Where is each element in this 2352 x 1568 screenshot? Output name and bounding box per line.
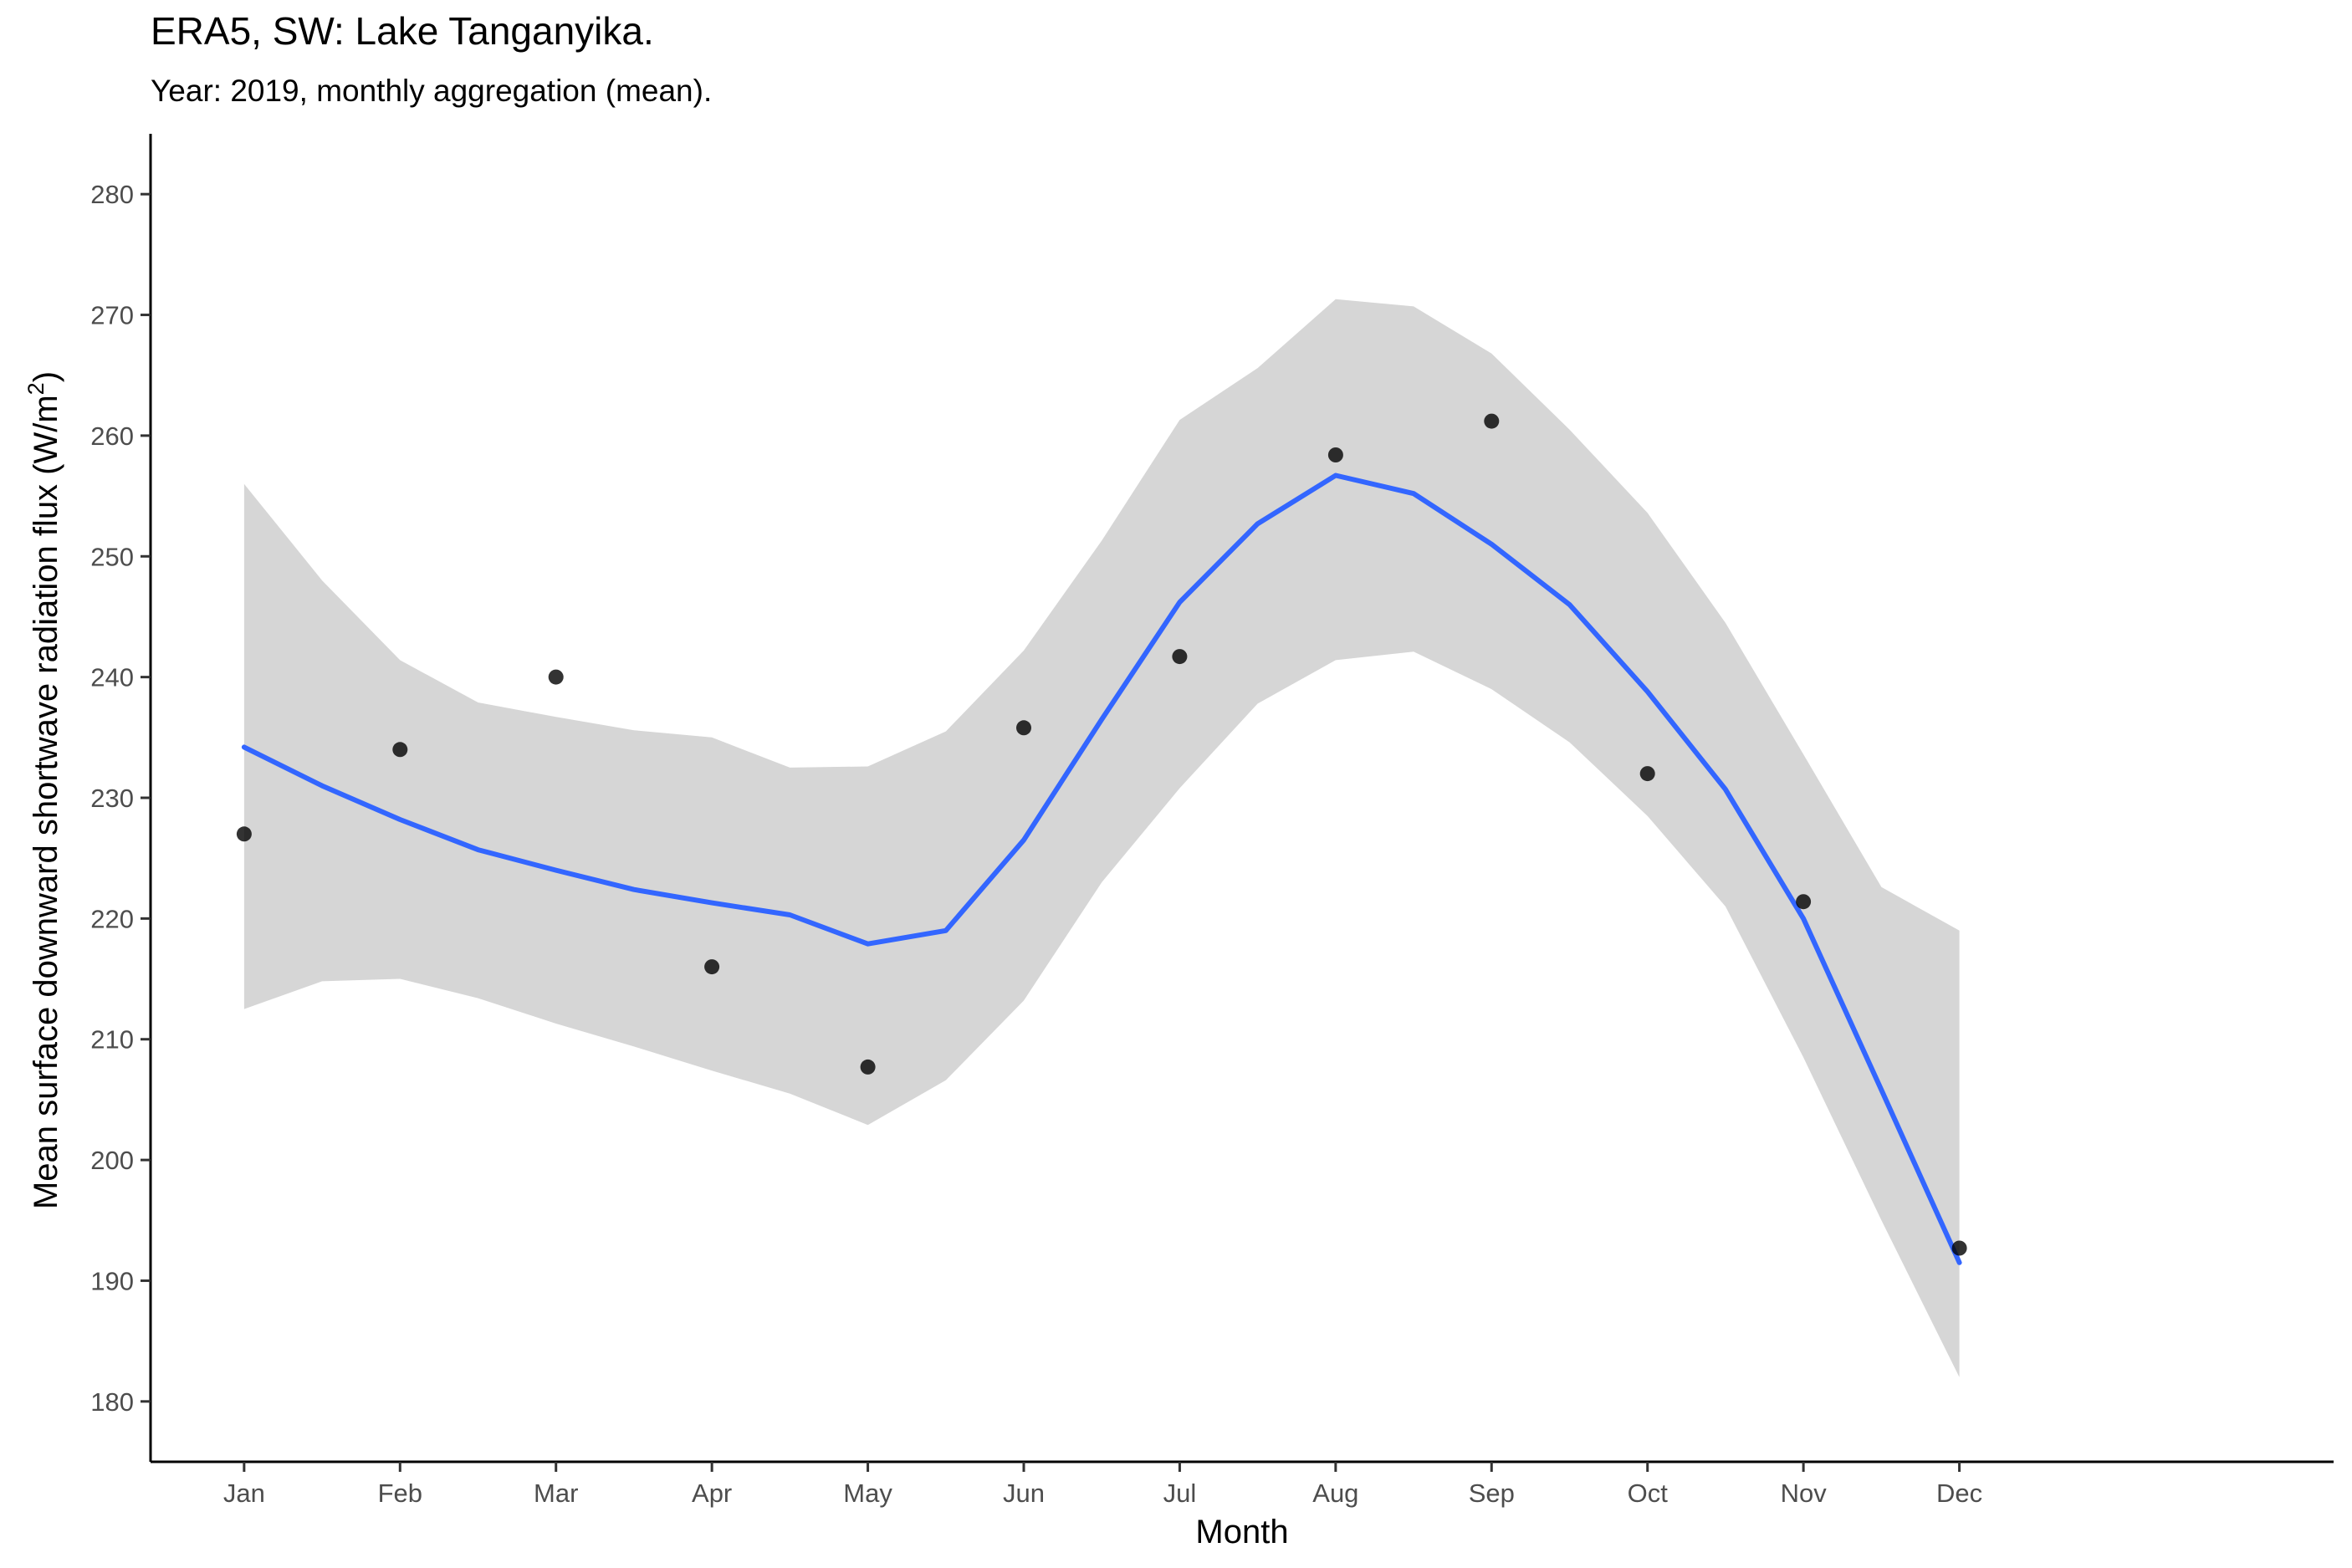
data-points-layer — [236, 413, 1967, 1256]
x-tick-label-feb: Feb — [378, 1479, 422, 1508]
x-tick-label-apr: Apr — [692, 1479, 732, 1508]
x-tick-label-sep: Sep — [1469, 1479, 1515, 1508]
smooth-line — [241, 472, 1962, 1265]
data-point-nov — [1796, 894, 1812, 910]
axes-layer: 180 190 200 210 220 230 240 250 260 270 280 Jan Feb M… — [90, 134, 2334, 1508]
y-axis-title-superscript: 2 — [23, 382, 49, 395]
data-point-jun — [1016, 720, 1031, 736]
chart-subtitle: Year: 2019, monthly aggregation (mean). — [151, 74, 713, 108]
y-tick-label-270: 270 — [90, 301, 134, 330]
y-tick-label-240: 240 — [90, 663, 134, 692]
y-tick-label-250: 250 — [90, 542, 134, 571]
y-tick-label-280: 280 — [90, 180, 134, 209]
x-tick-label-jan: Jan — [223, 1479, 265, 1508]
data-point-jul — [1172, 649, 1188, 665]
data-point-oct — [1639, 766, 1655, 782]
y-tick-label-190: 190 — [90, 1266, 134, 1295]
x-axis-title: Month — [1195, 1514, 1288, 1550]
y-tick-label-230: 230 — [90, 784, 134, 813]
y-tick-label-180: 180 — [90, 1387, 134, 1417]
data-point-apr — [704, 959, 720, 975]
confidence-ribbon — [243, 299, 1960, 1377]
x-tick-label-aug: Aug — [1312, 1479, 1358, 1508]
data-point-jan — [236, 826, 252, 842]
y-tick-label-220: 220 — [90, 904, 134, 933]
x-tick-label-mar: Mar — [534, 1479, 578, 1508]
x-tick-label-dec: Dec — [1936, 1479, 1982, 1508]
x-tick-label-jun: Jun — [1003, 1479, 1045, 1508]
data-point-aug — [1327, 447, 1343, 462]
y-axis-title-main: Mean surface downward shortwave radiatio… — [28, 395, 64, 1209]
y-axis-title: Mean surface downward shortwave radiatio… — [23, 371, 64, 1209]
y-tick-label-200: 200 — [90, 1146, 134, 1175]
confidence-ribbon-layer — [243, 299, 1960, 1377]
y-tick-label-210: 210 — [90, 1025, 134, 1055]
chart-title: ERA5, SW: Lake Tanganyika. — [151, 9, 654, 53]
x-tick-label-may: May — [843, 1479, 892, 1508]
x-tick-label-oct: Oct — [1628, 1479, 1669, 1508]
y-tick-label-260: 260 — [90, 421, 134, 451]
data-point-mar — [548, 669, 564, 685]
data-point-feb — [392, 742, 408, 758]
data-point-sep — [1484, 413, 1500, 429]
data-point-dec — [1951, 1240, 1967, 1256]
y-axis-title-suffix: ) — [28, 371, 64, 382]
x-tick-label-jul: Jul — [1163, 1479, 1197, 1508]
data-point-may — [860, 1059, 876, 1075]
smooth-line-layer — [241, 472, 1962, 1265]
x-tick-label-nov: Nov — [1781, 1479, 1828, 1508]
